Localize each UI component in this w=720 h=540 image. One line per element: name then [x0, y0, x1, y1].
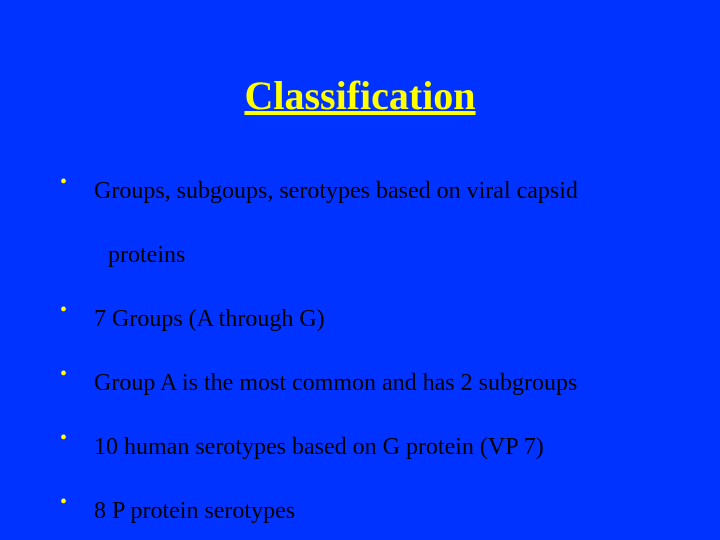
bullet-text: Groups, subgoups, serotypes based on vir…: [94, 168, 670, 214]
bullet-marker-icon: •: [60, 168, 94, 192]
bullet-text: 8 P protein serotypes: [94, 488, 670, 534]
bullet-marker-icon: •: [60, 296, 94, 320]
bullet-item: • Group A is the most common and has 2 s…: [60, 360, 670, 406]
bullet-text-continuation: proteins: [94, 232, 670, 278]
bullet-item: • 8 P protein serotypes: [60, 488, 670, 534]
bullet-text: 7 Groups (A through G): [94, 296, 670, 342]
bullet-marker-spacer: [60, 232, 94, 236]
bullet-text: 10 human serotypes based on G protein (V…: [94, 424, 670, 470]
bullet-marker-icon: •: [60, 360, 94, 384]
bullet-item-continuation: proteins: [60, 232, 670, 278]
slide-title: Classification: [0, 72, 720, 119]
bullet-item: • 10 human serotypes based on G protein …: [60, 424, 670, 470]
bullet-item: • Groups, subgoups, serotypes based on v…: [60, 168, 670, 214]
bullet-marker-icon: •: [60, 488, 94, 512]
bullet-list: • Groups, subgoups, serotypes based on v…: [60, 168, 670, 540]
bullet-marker-icon: •: [60, 424, 94, 448]
slide: Classification • Groups, subgoups, serot…: [0, 0, 720, 540]
bullet-item: • 7 Groups (A through G): [60, 296, 670, 342]
bullet-text: Group A is the most common and has 2 sub…: [94, 360, 670, 406]
